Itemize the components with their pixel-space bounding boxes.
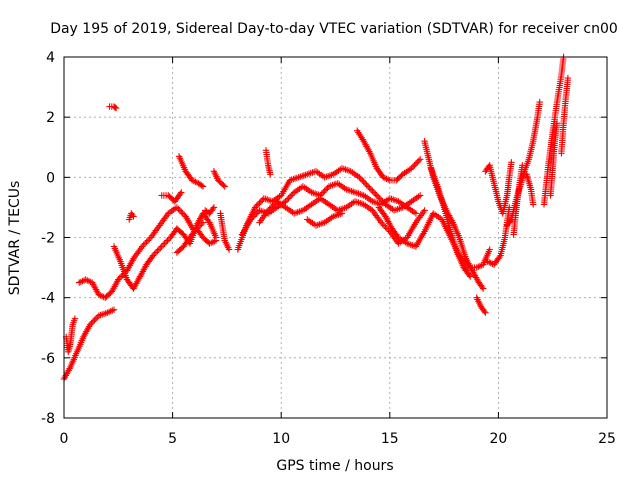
data-point-markers	[256, 195, 428, 247]
series-track-12	[210, 168, 228, 190]
series-track-2	[63, 315, 79, 355]
y-tick-label: -8	[41, 411, 55, 427]
series-track-14	[238, 180, 420, 238]
series-track-30	[558, 74, 572, 157]
data-point-markers	[76, 204, 207, 301]
x-tick-label: 15	[381, 431, 399, 447]
series-track-10	[202, 204, 218, 217]
y-tick-label: -4	[41, 291, 55, 307]
data-point-markers	[482, 159, 515, 217]
data-point-markers	[106, 103, 120, 112]
chart-title: Day 195 of 2019, Sidereal Day-to-day VTE…	[50, 21, 618, 37]
y-tick-label: 4	[46, 50, 55, 66]
series-track-7	[158, 189, 185, 205]
data-point-markers	[173, 225, 220, 256]
data-point-markers	[63, 315, 79, 355]
data-point-markers	[304, 210, 346, 229]
axis-ticks: 0 5 10 15 20 25 -8 -6 -4 -2 0 2 4	[41, 50, 616, 447]
grid-lines	[64, 57, 607, 418]
series-track-17	[304, 210, 346, 229]
x-tick-label: 20	[489, 431, 507, 447]
data-point-markers	[126, 210, 137, 223]
data-point-markers	[158, 189, 185, 205]
series-track-16	[262, 147, 274, 178]
y-tick-label: 0	[46, 170, 55, 186]
series-track-26	[510, 162, 526, 238]
series-track-29	[547, 120, 561, 199]
series-track-22	[473, 294, 489, 316]
series-track-21	[427, 165, 474, 280]
y-axis-label: SDTVAR / TECUs	[7, 181, 23, 296]
x-tick-label: 10	[272, 431, 290, 447]
x-tick-label: 25	[598, 431, 616, 447]
data-points	[60, 53, 572, 383]
data-point-markers	[473, 294, 489, 316]
data-point-markers	[427, 165, 474, 280]
series-track-11	[217, 210, 233, 253]
data-point-markers	[547, 120, 561, 199]
data-point-markers	[210, 168, 228, 190]
data-point-markers	[558, 74, 572, 157]
series-track-3	[76, 204, 207, 301]
series-track-24	[482, 159, 515, 217]
x-tick-label: 5	[168, 431, 177, 447]
series-track-5	[106, 103, 120, 112]
data-point-markers	[238, 180, 420, 238]
data-point-markers	[202, 204, 218, 217]
data-point-markers	[510, 162, 526, 238]
series-track-27	[523, 171, 537, 208]
data-point-markers	[540, 53, 567, 208]
y-tick-label: -2	[41, 231, 55, 247]
y-tick-label: -6	[41, 351, 55, 367]
data-point-markers	[217, 210, 233, 253]
data-point-markers	[354, 127, 424, 184]
series-track-28	[540, 53, 567, 208]
series-track-6	[126, 210, 137, 223]
series-track-18	[354, 127, 424, 184]
y-tick-label: 2	[46, 110, 55, 126]
series-track-8	[173, 225, 220, 256]
series-track-9	[175, 153, 207, 190]
series-track-15	[256, 195, 428, 247]
data-point-markers	[262, 147, 274, 178]
x-axis-label: GPS time / hours	[276, 458, 393, 474]
x-tick-label: 0	[60, 431, 69, 447]
data-point-markers	[175, 153, 207, 190]
data-point-markers	[523, 171, 537, 208]
